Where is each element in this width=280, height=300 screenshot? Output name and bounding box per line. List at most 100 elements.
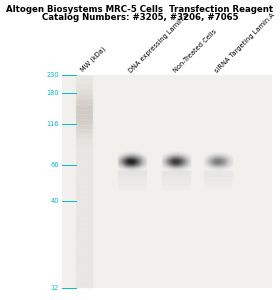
Bar [76,174,92,175]
Bar [76,115,92,116]
Bar [76,270,92,271]
Bar [76,78,92,79]
Bar [204,170,232,171]
Bar [162,179,190,180]
Bar [76,196,92,197]
Bar [76,103,92,104]
Bar [76,180,92,181]
Bar [76,101,92,102]
Bar [76,121,92,122]
Bar [204,175,232,176]
Bar [76,200,92,201]
Bar [76,283,92,284]
Bar [76,217,92,218]
Bar [76,77,92,78]
Bar [76,230,92,231]
Bar [162,183,190,184]
Bar [118,176,146,177]
Bar [162,171,190,172]
Bar [76,263,92,264]
Text: siRNA Targeting Lamin A: siRNA Targeting Lamin A [214,11,276,74]
Bar [76,147,92,148]
Bar [76,143,92,144]
Bar [162,193,190,194]
Bar [76,166,92,167]
Bar [204,187,232,188]
Bar [76,87,92,88]
Bar [162,174,190,175]
Bar [76,219,92,220]
Bar [76,177,92,178]
Bar [76,244,92,245]
Bar [76,222,92,223]
Bar [118,172,146,173]
Bar [76,266,92,267]
Bar [76,110,92,111]
Bar [76,287,92,288]
Bar [76,170,92,171]
Bar [76,138,92,139]
Bar [76,194,92,195]
Bar [76,111,92,112]
Text: Non-Treated Cells: Non-Treated Cells [172,28,218,74]
Bar [76,234,92,235]
Bar [76,276,92,277]
Bar [76,206,92,207]
Bar [76,112,92,113]
Bar [76,159,92,160]
Text: 40: 40 [50,198,59,204]
Bar [76,218,92,219]
Bar [76,122,92,123]
Bar [118,191,146,192]
Bar [76,243,92,244]
Bar [118,174,146,175]
Bar [76,229,92,230]
Bar [118,170,146,171]
Bar [118,189,146,190]
Bar [76,153,92,154]
Bar [76,213,92,214]
Bar [162,186,190,187]
Bar [76,165,92,166]
Bar [76,252,92,253]
Bar [76,92,92,93]
Bar [76,173,92,174]
Bar [118,184,146,185]
Bar [76,145,92,146]
Bar [76,195,92,196]
Bar [76,169,92,170]
Bar [76,227,92,228]
Bar [76,91,92,92]
Bar [76,140,92,141]
Text: 230: 230 [46,72,59,78]
Bar [76,161,92,162]
Bar [162,184,190,185]
Bar [76,255,92,256]
Bar [76,123,92,124]
Bar [76,88,92,89]
Bar [76,154,92,155]
Bar [76,226,92,227]
Bar [76,281,92,282]
Bar [76,89,92,90]
Bar [76,95,92,96]
Bar [76,265,92,266]
Bar [76,212,92,213]
Bar [76,240,92,241]
Bar [76,105,92,106]
Bar [76,152,92,153]
Bar [76,250,92,251]
Bar [76,246,92,247]
Bar [118,175,146,176]
Bar [118,188,146,189]
Bar [76,146,92,147]
Bar [162,176,190,177]
Bar [76,171,92,172]
Bar [204,172,232,173]
Bar [162,175,190,176]
Bar [76,242,92,243]
Bar [118,180,146,181]
Bar [76,285,92,286]
Bar [76,184,92,185]
Bar [76,233,92,234]
